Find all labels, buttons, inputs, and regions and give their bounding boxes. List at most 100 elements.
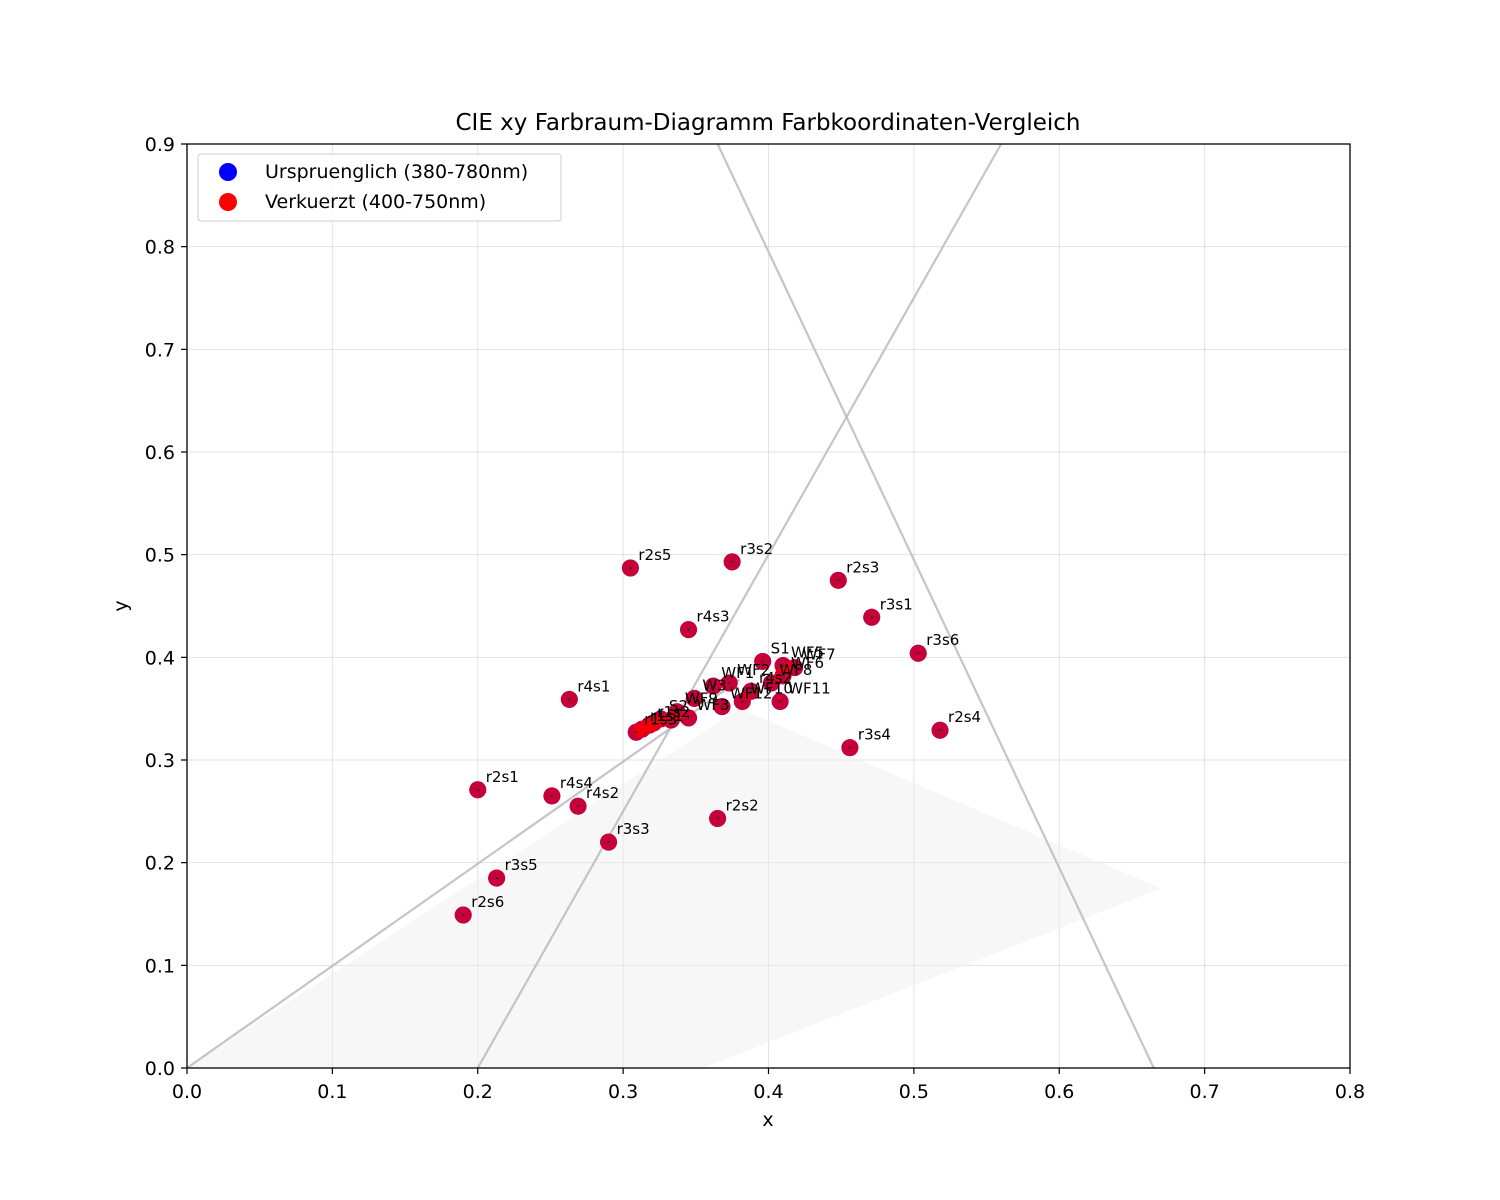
x-tick-label: 0.1 [317, 1081, 347, 1103]
point-center [870, 616, 873, 619]
point-center [741, 700, 744, 703]
point-label: WF9 [685, 690, 718, 708]
legend-marker-shortened [219, 193, 237, 211]
point-center [793, 666, 796, 669]
y-tick-label: 0.7 [145, 339, 175, 361]
point-label: r3s5 [505, 856, 538, 874]
point-label: r2s5 [638, 546, 671, 564]
point-label: r3s4 [858, 726, 891, 744]
point-label: WF7 [803, 646, 836, 664]
point-center [550, 794, 554, 798]
point-label: r2s6 [471, 893, 504, 911]
point-center [761, 660, 764, 663]
point-center [675, 710, 679, 713]
point-label: WF5 [791, 644, 824, 662]
point-center [568, 698, 571, 701]
point-center [781, 674, 785, 678]
point-label: r1s3 [644, 710, 677, 728]
x-tick-label: 0.6 [1044, 1081, 1074, 1103]
point-label: r1s1 [650, 707, 683, 725]
point-center [462, 913, 465, 917]
point-center [730, 560, 734, 564]
point-label: r2s1 [486, 768, 519, 786]
point-center [652, 721, 655, 725]
legend-label-shortened: Verkuerzt (400-750nm) [265, 191, 486, 213]
y-tick-label: 0.1 [145, 955, 175, 977]
point-label: WF3 [697, 696, 730, 714]
point-label: r4s1 [577, 677, 610, 695]
y-tick-label: 0.3 [145, 750, 175, 772]
point-label: r3s3 [617, 820, 650, 838]
point-center [837, 579, 840, 582]
point-center [778, 700, 782, 703]
x-tick-label: 0.3 [608, 1081, 638, 1103]
point-center [716, 817, 719, 820]
legend-label-original: Urspruenglich (380-780nm) [265, 161, 528, 183]
point-label: r2s3 [846, 558, 879, 576]
reference-lines [187, 144, 1155, 1068]
point-label: WF6 [791, 654, 824, 672]
region-polygon [187, 708, 1162, 1068]
point-center [476, 788, 479, 791]
point-label: S1 [771, 639, 790, 657]
y-tick-label: 0.9 [145, 134, 175, 156]
y-axis-label: y [110, 600, 132, 611]
point-center [687, 628, 690, 631]
point-center [607, 840, 610, 844]
chromaticity-region [187, 708, 1162, 1068]
x-tick-label: 0.5 [899, 1081, 929, 1103]
point-label: r2s4 [948, 708, 981, 726]
legend-box [197, 153, 562, 222]
point-center [749, 690, 753, 693]
reference-line-1 [187, 679, 741, 1068]
point-label: r2s2 [726, 797, 759, 815]
point-label: r3s2 [740, 540, 773, 558]
x-axis-label: x [762, 1109, 773, 1131]
point-label: S2 [669, 697, 688, 715]
point-label: WF2 [737, 661, 770, 679]
point-label: WF11 [788, 679, 831, 697]
y-tick-label: 0.4 [145, 647, 175, 669]
point-center [848, 746, 852, 749]
y-tick-label: 0.6 [145, 442, 175, 464]
y-axis: 0.0 0.1 0.2 0.3 0.4 0.5 0.6 0.7 0.8 0.9 [145, 134, 187, 1080]
y-tick-label: 0.8 [145, 237, 175, 259]
point-label: r3s6 [926, 631, 959, 649]
point-center [781, 664, 785, 667]
chart-title: CIE xy Farbraum-Diagramm Farbkoordinaten… [455, 110, 1080, 136]
y-tick-label: 0.2 [145, 853, 175, 875]
x-axis: 0.0 0.1 0.2 0.3 0.4 0.5 0.6 0.7 0.8 [172, 1068, 1365, 1103]
point-center [728, 681, 731, 685]
point-center [938, 729, 942, 732]
legend: Urspruenglich (380-780nm) Verkuerzt (400… [197, 153, 562, 222]
x-tick-label: 0.0 [172, 1081, 202, 1103]
point-center [576, 805, 580, 808]
x-tick-label: 0.4 [753, 1081, 783, 1103]
point-center [635, 731, 638, 734]
x-tick-label: 0.2 [463, 1081, 493, 1103]
point-label: WF1 [721, 664, 754, 682]
point-labels: r2s5 r3s2 r2s3 r3s1 r4s3 r3s6 S1 r4s1 r2s4 r3s4 r2… [471, 540, 981, 911]
point-center [917, 652, 920, 655]
point-label: W3 [702, 676, 726, 694]
y-tick-label: 0.0 [145, 1058, 175, 1080]
point-label: WF10 [750, 679, 793, 697]
reference-line-3 [716, 144, 1155, 1068]
point-label: WF12 [730, 685, 773, 703]
point-center [629, 566, 632, 570]
y-tick-label: 0.5 [145, 545, 175, 567]
point-center [770, 681, 773, 685]
point-center [693, 697, 696, 700]
point-label: r3s1 [880, 595, 913, 613]
legend-marker-original [219, 163, 237, 181]
point-label: r4s2 [759, 669, 792, 687]
point-center [712, 684, 715, 688]
point-center [720, 705, 724, 708]
point-label: r4s2 [586, 784, 619, 802]
point-label: r1s2 [657, 703, 690, 721]
point-center [687, 716, 690, 720]
series-shortened [454, 553, 949, 924]
point-center [669, 718, 673, 722]
point-label: r4s3 [697, 608, 730, 626]
